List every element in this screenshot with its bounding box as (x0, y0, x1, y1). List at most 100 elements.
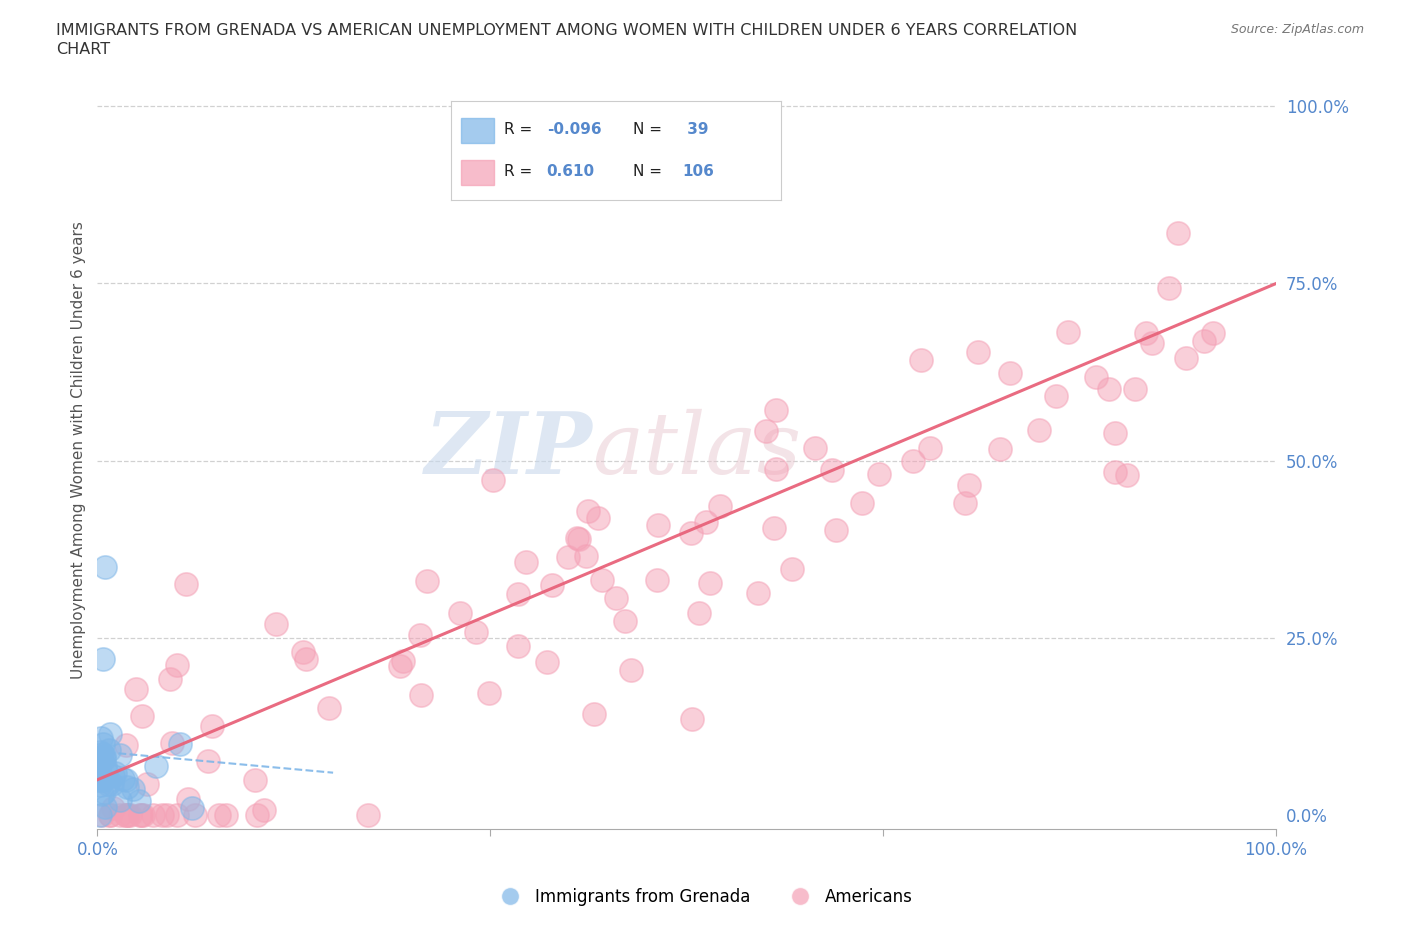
Point (89, 751, 111, 766)
Point (169, 737, 191, 751)
Point (180, 801, 202, 816)
Text: CHART: CHART (56, 42, 110, 57)
Point (851, 495, 873, 510)
Point (583, 706, 606, 721)
Point (695, 515, 717, 530)
Point (645, 572, 668, 587)
Point (142, 808, 165, 823)
Point (86, 754, 108, 769)
Point (114, 773, 136, 788)
Point (821, 462, 844, 477)
Point (93, 759, 115, 774)
Point (125, 681, 148, 696)
Point (197, 753, 219, 768)
Point (246, 808, 269, 823)
Point (291, 644, 314, 659)
Point (104, 765, 127, 780)
Point (177, 791, 200, 806)
Point (93, 749, 115, 764)
Point (294, 652, 316, 667)
Point (87, 773, 110, 788)
Point (565, 531, 588, 546)
Point (478, 685, 501, 700)
Point (128, 808, 150, 823)
Point (957, 477, 980, 492)
Point (409, 687, 432, 702)
Point (111, 772, 134, 787)
Point (93, 784, 115, 799)
Point (614, 614, 637, 629)
Point (506, 639, 529, 654)
Point (94, 800, 117, 815)
Text: ZIP: ZIP (425, 408, 592, 492)
Point (1192, 333, 1215, 348)
Point (184, 808, 207, 823)
Point (98, 808, 121, 823)
Point (114, 737, 136, 752)
Point (967, 344, 990, 359)
Point (988, 442, 1011, 457)
Point (94, 560, 117, 575)
Point (118, 808, 141, 823)
Point (1202, 326, 1225, 340)
Point (688, 605, 710, 620)
Point (87, 767, 110, 782)
Point (98, 808, 121, 823)
Point (208, 808, 231, 823)
Point (108, 792, 131, 807)
Point (166, 658, 188, 672)
Point (1057, 325, 1080, 339)
Point (392, 653, 415, 668)
Point (108, 748, 131, 763)
Point (765, 403, 787, 418)
Point (1116, 468, 1139, 483)
Point (409, 628, 432, 643)
Point (868, 467, 890, 482)
Point (541, 578, 564, 592)
Point (87, 764, 110, 778)
Point (318, 700, 340, 715)
Point (97, 777, 120, 791)
Point (101, 769, 124, 784)
Point (108, 808, 131, 823)
Point (90, 787, 112, 802)
Point (159, 671, 181, 686)
Point (506, 587, 529, 602)
Point (90, 731, 112, 746)
Point (150, 808, 173, 823)
Point (763, 521, 786, 536)
Point (1104, 426, 1126, 441)
Point (481, 472, 503, 487)
Point (129, 808, 152, 823)
Point (586, 510, 609, 525)
Point (115, 808, 138, 823)
Point (780, 562, 803, 577)
Point (91, 772, 114, 787)
Point (91, 737, 114, 751)
Point (253, 803, 276, 817)
Legend: Immigrants from Grenada, Americans: Immigrants from Grenada, Americans (486, 881, 920, 912)
Point (747, 585, 769, 600)
Point (201, 719, 224, 734)
Point (264, 617, 287, 631)
Point (416, 574, 439, 589)
Point (132, 808, 155, 823)
Point (128, 793, 150, 808)
Point (699, 576, 721, 591)
Point (1174, 351, 1197, 365)
Point (117, 808, 139, 823)
Point (89, 777, 111, 792)
Point (903, 453, 925, 468)
Point (515, 555, 537, 570)
Point (568, 532, 591, 547)
Point (1135, 326, 1157, 340)
Point (1028, 423, 1050, 438)
Point (1045, 389, 1067, 404)
Point (1098, 382, 1121, 397)
Point (94, 764, 117, 778)
Point (91, 772, 114, 787)
Point (176, 577, 198, 591)
Point (591, 573, 613, 588)
Y-axis label: Unemployment Among Women with Children Under 6 years: Unemployment Among Women with Children U… (72, 221, 86, 679)
Point (1140, 336, 1163, 351)
